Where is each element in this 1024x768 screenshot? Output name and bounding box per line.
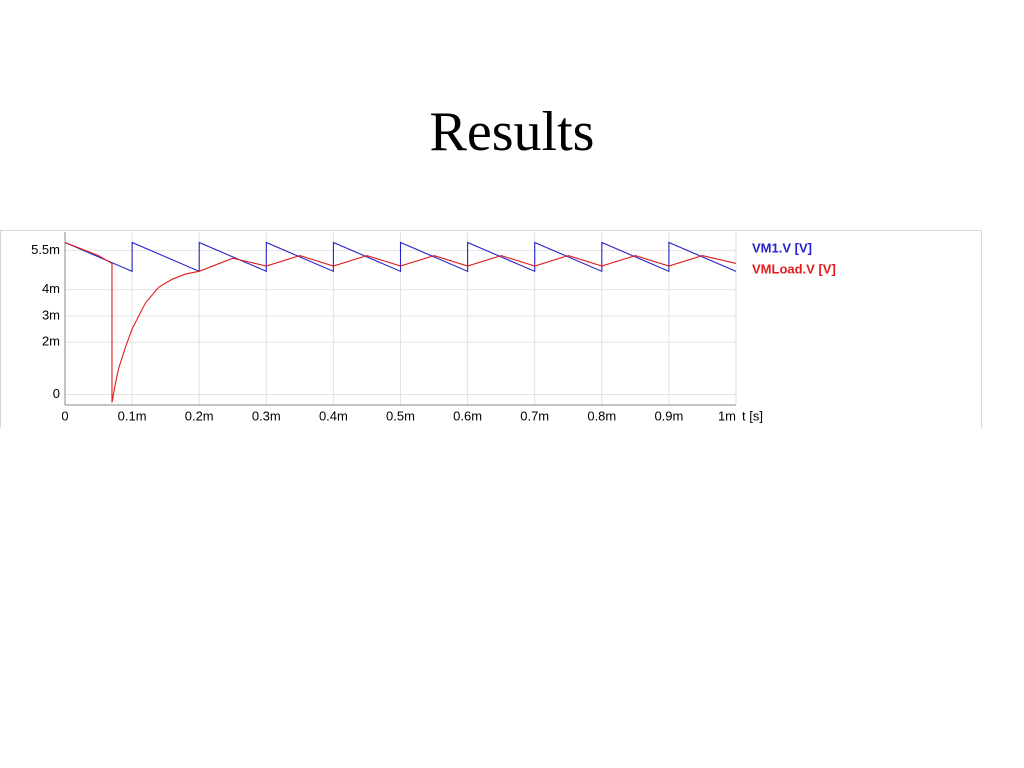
y-tick-label: 4m xyxy=(42,281,60,296)
legend-entry: VMLoad.V [V] xyxy=(752,261,836,276)
x-tick-label: 0.8m xyxy=(587,408,616,423)
series-line xyxy=(64,241,737,273)
x-tick-label: 0.3m xyxy=(252,408,281,423)
x-tick-label: 0.2m xyxy=(185,408,214,423)
y-tick-label: 0 xyxy=(53,386,60,401)
x-tick-label: 0.1m xyxy=(118,408,147,423)
slide-title: Results xyxy=(429,101,595,163)
x-tick-label: 0.6m xyxy=(453,408,482,423)
x-tick-label: 0.4m xyxy=(319,408,348,423)
y-tick-label: 5.5m xyxy=(31,242,60,257)
x-tick-label: 0 xyxy=(61,408,68,423)
y-tick-label: 3m xyxy=(42,307,60,322)
x-axis-label: t [s] xyxy=(742,408,763,423)
y-tick-label: 2m xyxy=(42,334,60,349)
x-tick-label: 0.5m xyxy=(386,408,415,423)
clip-cover xyxy=(0,428,1024,768)
x-tick-label: 0.9m xyxy=(654,408,683,423)
legend-entry: VM1.V [V] xyxy=(752,240,812,255)
series-line xyxy=(64,241,737,403)
x-tick-label: 1m xyxy=(718,408,736,423)
x-tick-label: 0.7m xyxy=(520,408,549,423)
